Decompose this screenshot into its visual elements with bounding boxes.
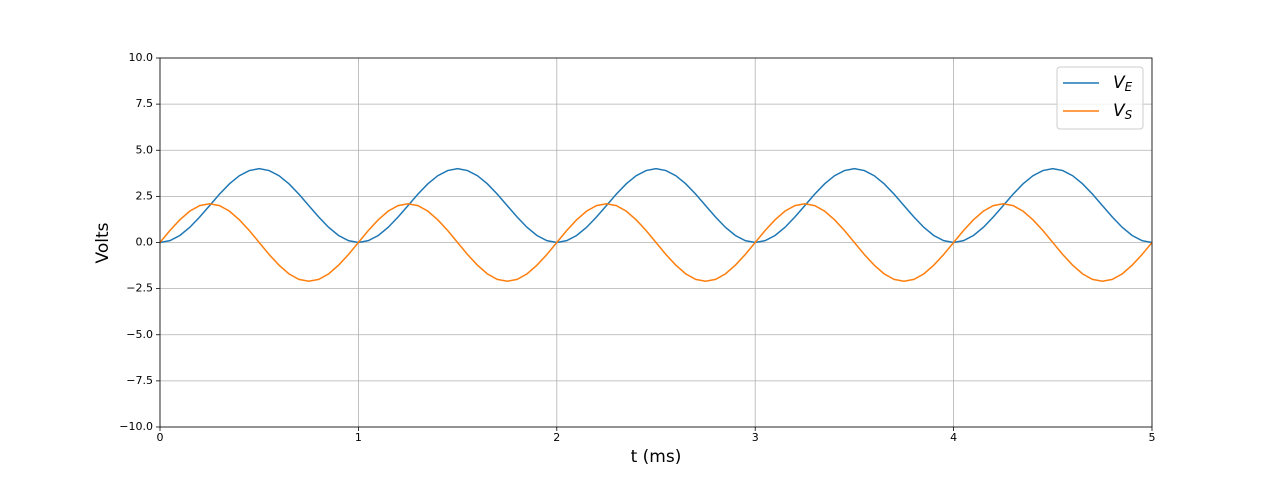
y-tick-label: 10.0 [129,51,154,64]
y-tick-label: −7.5 [126,374,153,387]
y-tick-label: 5.0 [136,143,154,156]
x-tick-label: 5 [1149,431,1156,444]
legend-label-main: V [1113,73,1126,93]
y-axis-label: Volts [93,222,113,263]
legend-label: VE [1113,73,1133,94]
y-tick-label: 7.5 [136,97,154,110]
x-tick-label: 1 [355,431,362,444]
legend-label: VS [1113,101,1133,122]
y-tick-label: 2.5 [136,189,154,202]
x-axis-label: t (ms) [631,447,682,467]
y-tick-label: 0.0 [136,236,154,249]
legend-label-sub: E [1125,80,1133,94]
y-tick-label: −10.0 [119,420,153,433]
x-tick-label: 2 [553,431,560,444]
plot-frame [159,57,1153,428]
y-tick-label: −5.0 [126,328,153,341]
legend-label-sub: S [1125,108,1133,122]
x-tick-label: 0 [157,431,164,444]
y-tick-label: −2.5 [126,282,153,295]
data-line [159,202,1153,283]
x-tick-label: 4 [950,431,957,444]
data-line [159,167,1153,244]
x-tick-label: 3 [752,431,759,444]
legend-label-main: V [1113,101,1126,121]
